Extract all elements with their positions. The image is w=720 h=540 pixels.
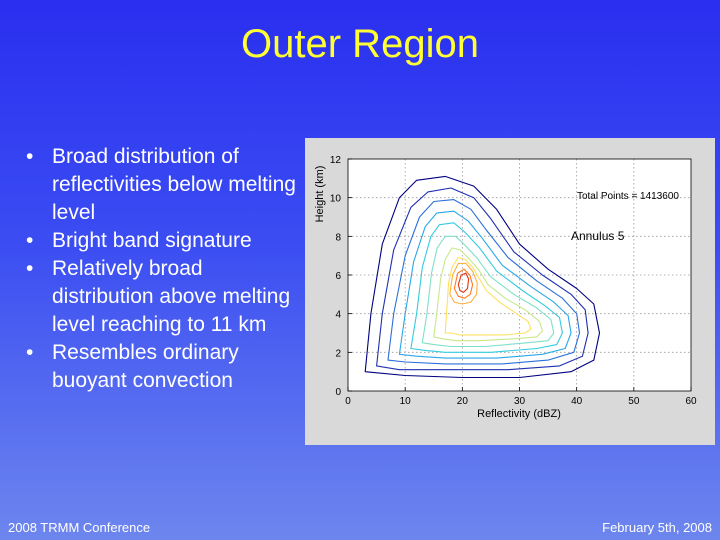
y-tick-label: 12 xyxy=(330,155,342,166)
footer-date: February 5th, 2008 xyxy=(602,520,712,535)
bullet-text: Relatively broad distribution above melt… xyxy=(52,257,291,336)
annotation-annulus: Annulus 5 xyxy=(571,229,625,243)
footer-conference: 2008 TRMM Conference xyxy=(8,520,151,535)
contour-line-level-9 xyxy=(449,262,478,305)
x-tick-label: 30 xyxy=(514,396,526,407)
x-tick-label: 0 xyxy=(345,396,351,407)
bullet-text: Bright band signature xyxy=(52,229,252,252)
contour-line-level-5 xyxy=(410,222,563,353)
contour-line-level-3 xyxy=(387,199,581,365)
bullet-dot-icon: • xyxy=(26,229,34,252)
y-axis-label: Height (km) xyxy=(314,166,326,223)
y-tick-label: 4 xyxy=(335,310,341,321)
y-tick-label: 2 xyxy=(335,348,341,359)
plot-border xyxy=(347,158,692,392)
annotation-total-points: Total Points = 1413600 xyxy=(577,191,679,202)
contour-line-level-7 xyxy=(433,247,543,342)
bullet-item: • Relatively broad distribution above mel… xyxy=(22,255,297,339)
plot-frame: 0 10 20 30 40 50 60 0 2 4 6 8 10 12 Total Points = 14… xyxy=(305,138,715,445)
x-tick-label: 50 xyxy=(628,396,640,407)
contour-line-level-6 xyxy=(421,235,555,348)
contour-line-level-1 xyxy=(364,175,601,379)
contour-chart: 0 10 20 30 40 50 60 0 2 4 6 8 10 12 Total Points = 14… xyxy=(314,155,697,420)
x-tick-label: 40 xyxy=(571,396,583,407)
contour-line-level-11 xyxy=(457,272,470,293)
y-tick-label: 0 xyxy=(335,387,341,398)
x-tick-label: 10 xyxy=(400,396,412,407)
contour-line-level-4 xyxy=(398,210,572,359)
bullet-dot-icon: • xyxy=(26,341,34,364)
bullet-dot-icon: • xyxy=(26,257,34,280)
bullet-text: Resembles ordinary buoyant convection xyxy=(52,341,239,392)
y-tick-label: 8 xyxy=(335,232,341,243)
bullet-dot-icon: • xyxy=(26,145,34,168)
contour-line-level-10 xyxy=(453,268,474,299)
x-tick-label: 20 xyxy=(457,396,469,407)
bullet-item: • Bright band signature xyxy=(22,227,297,255)
contour-line-level-8 xyxy=(444,257,532,336)
x-axis-label: Reflectivity (dBZ) xyxy=(477,408,561,420)
y-tick-label: 6 xyxy=(335,271,341,282)
bullet-text: Broad distribution of reflectivities bel… xyxy=(52,145,296,224)
bullet-list: • Broad distribution of reflectivities be… xyxy=(22,143,297,395)
bullet-item: • Broad distribution of reflectivities be… xyxy=(22,143,297,227)
contour-line-level-2 xyxy=(376,187,589,371)
x-tick-label: 60 xyxy=(685,396,697,407)
slide-title: Outer Region xyxy=(241,22,479,66)
bullet-item: • Resembles ordinary buoyant convection xyxy=(22,339,297,395)
y-tick-label: 10 xyxy=(330,194,342,205)
